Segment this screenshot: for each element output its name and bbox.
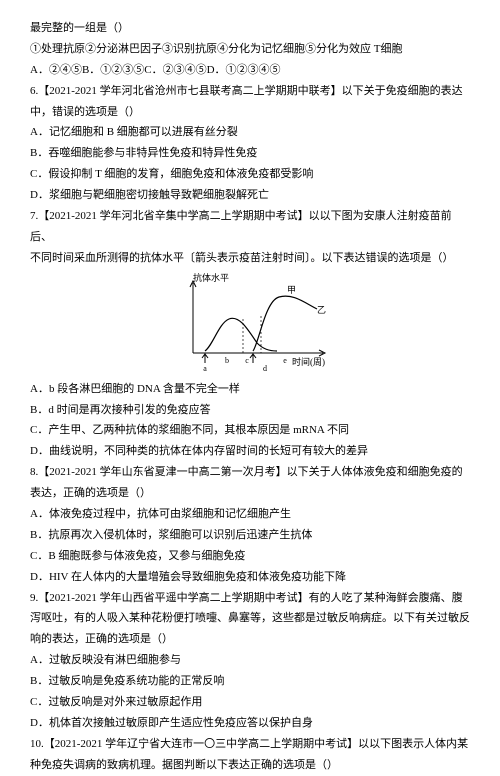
- text-line: 8.【2021-2021 学年山东省夏津一中高二第一次月考】以下关于人体体液免疫…: [30, 462, 470, 483]
- text-line: A．过敏反映没有淋巴细胞参与: [30, 650, 470, 671]
- text-line: 种免疫失调病的致病机理。据图判断以下表达正确的选项是（）: [30, 755, 470, 776]
- text-line: ①处理抗原②分泌淋巴因子③识别抗原④分化为记忆细胞⑤分化为效应 T细胞: [30, 39, 470, 60]
- xtick: d: [263, 364, 267, 373]
- text-line: 6.【2021-2021 学年河北省沧州市七县联考高二上学期期中联考】以下关于免…: [30, 81, 470, 102]
- curve-label-1: 甲: [287, 285, 296, 295]
- text-line: D．曲线说明，不同种类的抗体在体内存留时间的长短可有较大的差异: [30, 441, 470, 462]
- text-line: 表达，正确的选项是（）: [30, 483, 470, 504]
- text-line: 响的表达，正确的选项是（）: [30, 629, 470, 650]
- chart-ylabel: 抗体水平: [193, 273, 229, 283]
- xtick: c: [245, 356, 249, 365]
- text-line: D．HIV 在人体内的大量增殖会导致细胞免疫和体液免疫功能下降: [30, 567, 470, 588]
- text-line: 最完整的一组是（）: [30, 18, 470, 39]
- text-line: A．体液免疫过程中，抗体可由浆细胞和记忆细胞产生: [30, 504, 470, 525]
- xtick: e: [283, 356, 287, 365]
- text-line: B．抗原再次入侵机体时，浆细胞可以识别后迅速产生抗体: [30, 525, 470, 546]
- curve-label-2: 乙: [317, 305, 326, 315]
- text-line: 泻呕吐，有的人吸入某种花粉便打喷嚏、鼻塞等，这些都是过敏反响病症。以下有关过敏反: [30, 608, 470, 629]
- text-line: B．吞噬细胞能参与非特异性免疫和特异性免疫: [30, 143, 470, 164]
- text-line: D．机体首次接触过敏原即产生适应性免疫应答以保护自身: [30, 713, 470, 734]
- text-line: 7.【2021-2021 学年河北省辛集中学高二上学期期中考试】以以下图为安康人…: [30, 206, 470, 248]
- text-line: 中，错误的选项是（）: [30, 102, 470, 123]
- text-line: D．浆细胞与靶细胞密切接触导致靶细胞裂解死亡: [30, 185, 470, 206]
- text-line: A．记忆细胞和 B 细胞都可以进展有丝分裂: [30, 122, 470, 143]
- text-line: 不同时间采血所测得的抗体水平〔箭头表示疫苗注射时间〕。以下表达错误的选项是（）: [30, 248, 470, 269]
- xtick: b: [225, 356, 229, 365]
- text-line: 10.【2021-2021 学年辽宁省大连市一〇三中学高二上学期期中考试】以以下…: [30, 734, 470, 755]
- text-line: C．B 细胞既参与体液免疫，又参与细胞免疫: [30, 546, 470, 567]
- antibody-chart: 抗体水平 时间(周) 甲 乙 a b c d e: [30, 273, 470, 373]
- text-line: A．b 段各淋巴细胞的 DNA 含量不完全一样: [30, 379, 470, 400]
- text-line: B．d 时间是再次接种引发的免疫应答: [30, 400, 470, 421]
- text-line: C．产生甲、乙两种抗体的浆细胞不同，其根本原因是 mRNA 不同: [30, 420, 470, 441]
- text-line: A．②④⑤B．①②③⑤C．②③④⑤D．①②③④⑤: [30, 60, 470, 81]
- xtick: a: [203, 364, 207, 373]
- text-line: B．过敏反响是免疫系统功能的正常反响: [30, 671, 470, 692]
- text-line: C．假设抑制 T 细胞的发育，细胞免疫和体液免疫都受影响: [30, 164, 470, 185]
- chart-xlabel: 时间(周): [292, 356, 325, 367]
- text-line: C．过敏反响是对外来过敏原起作用: [30, 692, 470, 713]
- text-line: 9.【2021-2021 学年山西省平遥中学高二上学期期中考试】有的人吃了某种海…: [30, 588, 470, 609]
